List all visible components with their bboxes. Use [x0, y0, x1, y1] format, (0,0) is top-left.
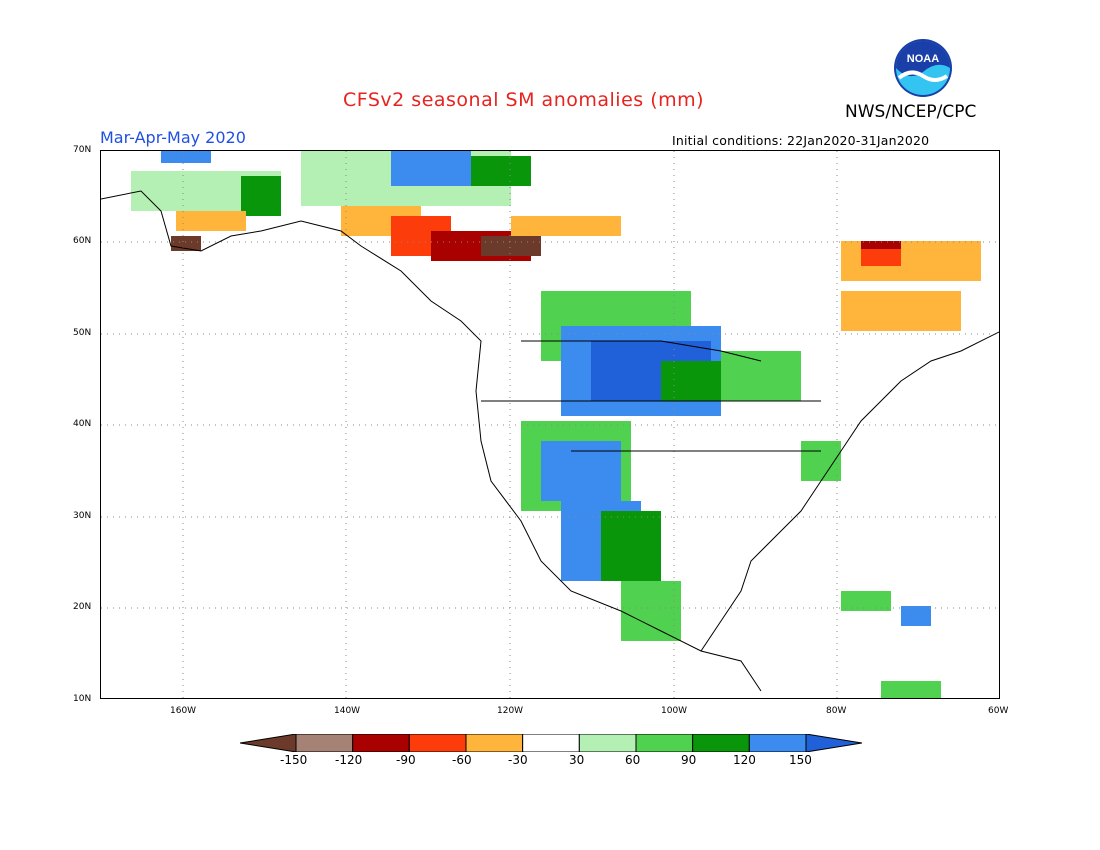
lat-label-20n: 20N — [73, 602, 92, 612]
lat-label-30n: 30N — [73, 511, 92, 521]
initial-conditions-label: Initial conditions: 22Jan2020-31Jan2020 — [672, 133, 930, 148]
colorbar-label: -150 — [280, 753, 308, 767]
lat-label-50n: 50N — [73, 328, 92, 338]
colorbar-label: -90 — [396, 753, 416, 767]
lat-label-70n: 70N — [73, 145, 92, 155]
noaa-logo: NOAA — [893, 38, 953, 98]
lat-label-60n: 60N — [73, 236, 92, 246]
colorbar-label: -30 — [508, 753, 528, 767]
season-label: Mar-Apr-May 2020 — [100, 128, 246, 147]
lon-label-80w: 80W — [826, 706, 847, 716]
colorbar-min-arrow — [239, 733, 297, 753]
colorbar-label: 90 — [681, 753, 697, 767]
graticule — [101, 151, 999, 698]
colorbar-swatch — [352, 733, 410, 753]
colorbar-swatch — [578, 733, 637, 753]
lat-label-40n: 40N — [73, 419, 92, 429]
colorbar-label: 150 — [789, 753, 812, 767]
colorbar-swatch — [635, 733, 694, 753]
map-panel — [100, 150, 1000, 699]
lon-label-100w: 100W — [661, 706, 688, 716]
chart-title: CFSv2 seasonal SM anomalies (mm) — [343, 89, 705, 111]
colorbar-label: 30 — [569, 753, 585, 767]
lon-label-120w: 120W — [497, 706, 524, 716]
colorbar-swatch — [465, 733, 524, 753]
colorbar — [239, 733, 863, 753]
colorbar-max-arrow — [805, 733, 863, 753]
lon-label-140w: 140W — [334, 706, 361, 716]
colorbar-label: 60 — [625, 753, 641, 767]
lon-label-60w: 60W — [988, 706, 1009, 716]
colorbar-label: 120 — [733, 753, 756, 767]
lon-label-160w: 160W — [170, 706, 197, 716]
coastlines — [101, 190, 999, 692]
colorbar-swatch — [692, 733, 750, 753]
colorbar-swatch — [295, 733, 354, 753]
logo-text: NOAA — [907, 53, 939, 65]
colorbar-swatch — [522, 733, 580, 753]
organization-label: NWS/NCEP/CPC — [845, 102, 977, 122]
colorbar-swatch — [748, 733, 807, 753]
colorbar-label: -60 — [452, 753, 472, 767]
colorbar-swatch — [408, 733, 467, 753]
lat-label-10n: 10N — [73, 694, 92, 704]
colorbar-label: -120 — [335, 753, 363, 767]
anomaly-field — [131, 151, 981, 698]
